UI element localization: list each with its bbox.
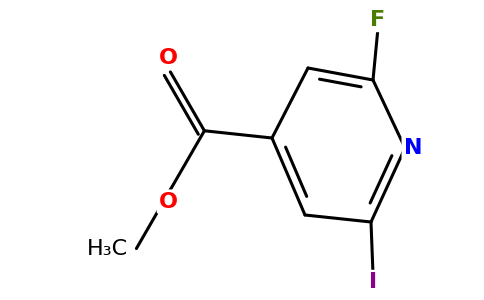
Text: O: O: [159, 48, 178, 68]
Text: H₃C: H₃C: [87, 238, 128, 259]
Text: N: N: [404, 138, 422, 158]
Text: F: F: [370, 10, 386, 30]
Text: I: I: [369, 272, 377, 292]
Text: O: O: [159, 192, 178, 212]
